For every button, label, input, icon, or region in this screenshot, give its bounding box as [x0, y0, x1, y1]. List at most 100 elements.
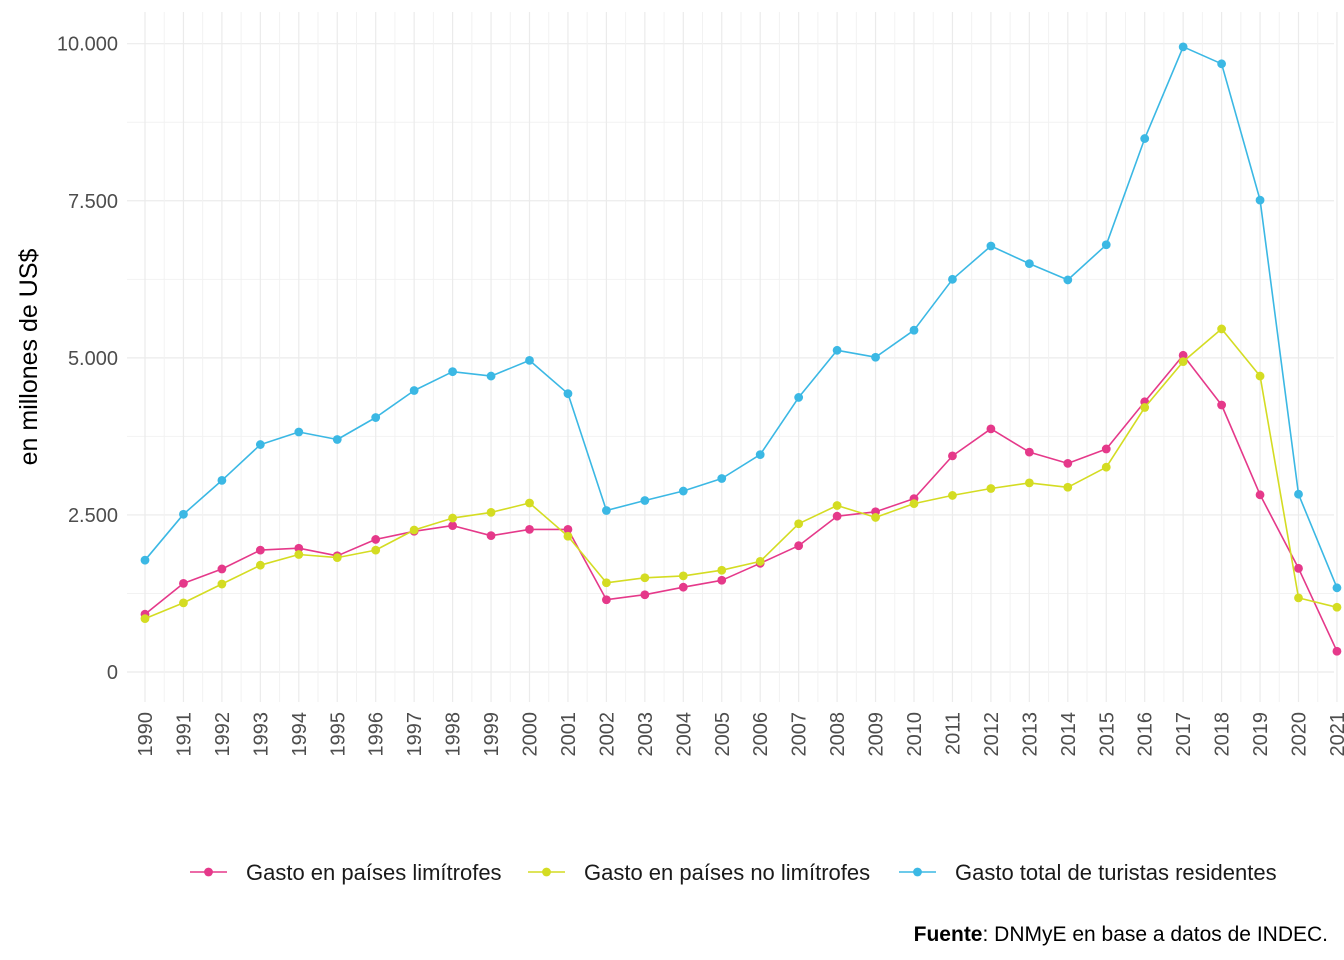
data-point	[717, 575, 727, 585]
legend-label: Gasto en países limítrofes	[246, 860, 502, 885]
x-tick-label: 2015	[1096, 712, 1118, 757]
data-point	[717, 474, 727, 483]
data-point	[409, 525, 419, 535]
data-point	[217, 564, 227, 574]
legend: Gasto en países limítrofes Gasto en paíse…	[190, 860, 1277, 885]
data-point	[294, 550, 304, 559]
data-point	[448, 521, 457, 531]
data-point	[1294, 563, 1303, 573]
y-axis-ticks: 0 2.500 5.000 7.500 10.000	[57, 34, 118, 684]
data-point	[1178, 357, 1188, 367]
data-point	[871, 513, 880, 522]
x-tick-label: 1993	[250, 712, 272, 757]
data-point	[1255, 371, 1265, 381]
data-point	[1101, 444, 1111, 454]
data-point	[486, 371, 496, 381]
legend-item-1: Gasto en países limítrofes	[190, 860, 502, 885]
y-tick-label: 7.500	[68, 191, 118, 213]
data-point	[986, 484, 996, 493]
data-point	[602, 506, 611, 515]
data-point	[986, 241, 996, 251]
data-point	[525, 355, 534, 365]
x-tick-label: 2009	[866, 712, 888, 757]
y-tick-label: 2.500	[68, 505, 118, 527]
data-point	[140, 555, 150, 565]
data-point	[255, 440, 265, 449]
data-point	[563, 531, 573, 541]
legend-item-2: Gasto en países no limítrofes	[528, 860, 870, 885]
data-point	[640, 590, 650, 600]
data-point	[332, 435, 342, 444]
data-point	[217, 475, 227, 485]
data-point	[794, 541, 804, 551]
data-point	[640, 496, 650, 505]
data-point	[717, 565, 727, 575]
data-point	[1063, 482, 1073, 492]
x-tick-label: 1998	[443, 712, 465, 757]
legend-key-point	[542, 867, 551, 877]
data-point	[832, 345, 842, 355]
x-tick-label: 1997	[404, 712, 426, 757]
x-tick-label: 1999	[481, 712, 503, 757]
data-point	[140, 614, 150, 623]
data-point	[948, 451, 957, 461]
data-point	[294, 543, 304, 553]
data-point	[371, 535, 381, 544]
x-tick-label: 2019	[1250, 712, 1272, 757]
data-point	[1294, 489, 1303, 499]
data-point	[448, 513, 457, 523]
x-tick-label: 1991	[173, 712, 195, 757]
data-point	[1140, 134, 1150, 143]
x-tick-label: 2005	[712, 712, 734, 757]
y-tick-label: 10.000	[57, 34, 118, 56]
data-point	[1332, 583, 1342, 593]
data-point	[409, 386, 419, 395]
data-point	[794, 393, 804, 402]
x-tick-label: 1992	[212, 712, 234, 757]
data-point	[563, 524, 573, 534]
data-point	[909, 325, 919, 335]
series-2	[140, 324, 1342, 623]
data-point	[1024, 259, 1034, 269]
data-point	[486, 508, 496, 517]
data-point	[948, 274, 957, 284]
x-tick-label: 2001	[558, 712, 580, 757]
source-label: Fuente	[914, 923, 983, 946]
data-point	[678, 582, 688, 592]
legend-key-point	[204, 867, 213, 877]
x-tick-label: 1995	[327, 712, 349, 757]
x-tick-label: 2012	[981, 712, 1003, 757]
x-tick-label: 2008	[827, 712, 849, 757]
data-point	[755, 557, 765, 566]
data-point	[1178, 350, 1188, 360]
x-tick-label: 1996	[366, 712, 388, 757]
legend-label: Gasto en países no limítrofes	[584, 860, 870, 885]
data-point	[1217, 400, 1226, 410]
data-point	[255, 560, 265, 570]
x-tick-label: 2014	[1058, 712, 1080, 757]
series-line	[144, 328, 1338, 620]
x-tick-label: 2021	[1327, 712, 1344, 757]
data-point	[602, 578, 611, 588]
data-point	[755, 450, 765, 460]
legend-item-3: Gasto total de turistas residentes	[899, 860, 1277, 885]
data-point	[525, 498, 534, 508]
x-tick-label: 2018	[1212, 712, 1234, 757]
legend-label: Gasto total de turistas residentes	[955, 860, 1277, 885]
data-point	[1101, 462, 1111, 472]
data-point	[563, 389, 573, 399]
data-point	[1294, 593, 1303, 603]
data-point	[1255, 195, 1265, 205]
data-point	[371, 413, 381, 422]
x-tick-label: 2016	[1135, 712, 1157, 757]
data-point	[1332, 602, 1342, 612]
data-point	[678, 486, 688, 496]
data-point	[217, 579, 227, 589]
data-point	[1140, 403, 1150, 412]
series-lines	[140, 42, 1342, 656]
data-point	[486, 531, 496, 541]
data-point	[371, 545, 381, 555]
data-point	[1063, 459, 1073, 468]
x-tick-label: 2003	[635, 712, 657, 757]
y-tick-label: 5.000	[68, 348, 118, 370]
